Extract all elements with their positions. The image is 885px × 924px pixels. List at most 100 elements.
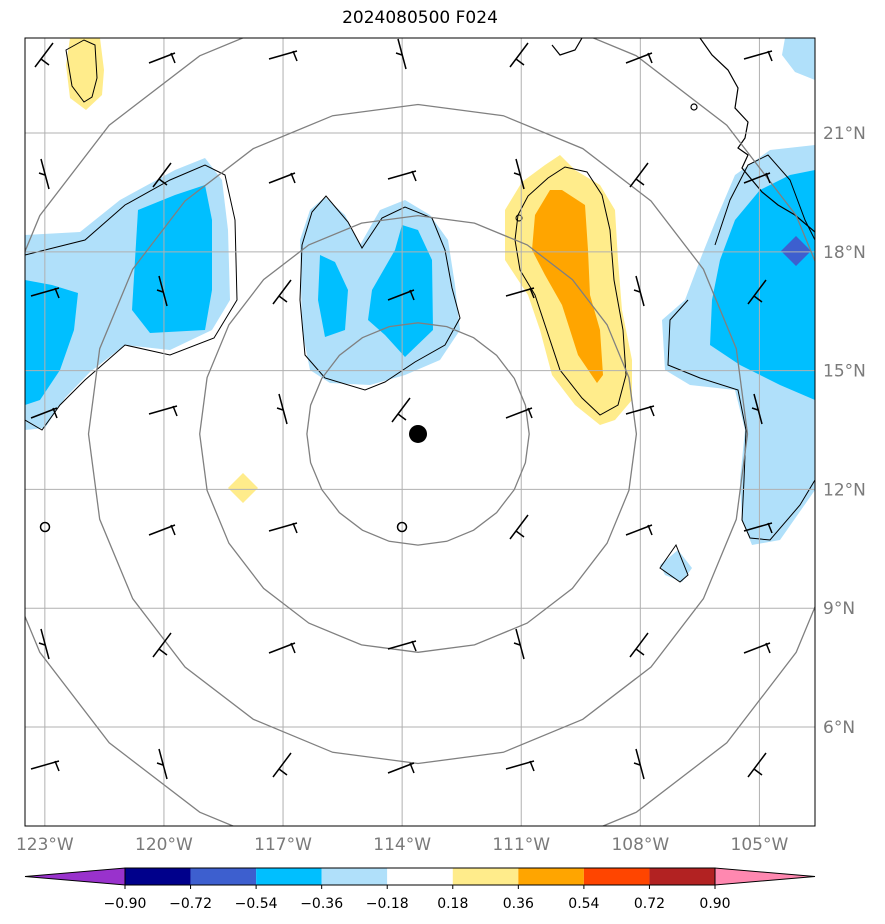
wind-barb	[148, 524, 176, 536]
wind-barb	[272, 752, 292, 778]
wind-barb	[387, 170, 417, 182]
lat-label-5: 6°N	[823, 718, 855, 738]
anomaly-region-west-core-a	[132, 185, 212, 333]
colorbar-bin	[321, 868, 388, 885]
anomaly-region-center-core-a	[318, 255, 348, 337]
lat-label-0: 21°N	[823, 124, 866, 144]
storm-center-marker	[409, 424, 428, 443]
coastline-baja	[551, 38, 583, 56]
wind-barb	[395, 38, 407, 70]
wind-barb	[396, 521, 408, 533]
contour-east-pos	[514, 166, 627, 416]
latitude-labels: 21°N 18°N 15°N 12°N 9°N 6°N	[823, 124, 866, 738]
wind-barb	[152, 632, 172, 658]
wind-barb	[513, 628, 525, 660]
colorbar-bin	[452, 868, 519, 885]
colorbar-frame	[124, 867, 716, 886]
lon-label-1: 120°W	[135, 835, 193, 855]
wind-barb	[625, 405, 655, 417]
colorbar-min-extension	[24, 867, 126, 886]
range-rings	[25, 38, 815, 826]
wind-barb	[629, 162, 649, 188]
wind-barb	[156, 748, 168, 780]
wind-barb	[148, 405, 178, 417]
wind-barb	[268, 172, 296, 184]
wind-barb	[633, 748, 645, 780]
colorbar-label-8: 0.72	[634, 896, 665, 912]
colorbar-label-5: 0.18	[437, 896, 468, 912]
anomaly-region-east-orange	[532, 190, 603, 383]
lon-label-3: 114°W	[373, 835, 431, 855]
wind-barb	[751, 393, 763, 425]
colorbar: −0.90 −0.72 −0.54 −0.36 −0.18 0.18 0.36 0.54 0.7…	[24, 867, 816, 912]
wind-barb	[505, 287, 535, 299]
anomaly-region-small-yellow	[228, 473, 258, 503]
wind-barb	[391, 397, 411, 423]
lon-label-5: 108°W	[611, 835, 669, 855]
anomaly-region-east-strong	[781, 236, 811, 266]
anomaly-region-small-patch	[660, 550, 692, 582]
wind-barb	[633, 275, 645, 307]
colorbar-bin	[518, 868, 584, 885]
wind-barb	[38, 158, 50, 190]
wind-barb	[743, 642, 771, 654]
map-frame	[24, 37, 816, 827]
wind-barb	[272, 279, 292, 305]
wind-barb	[30, 287, 60, 299]
island-revillagigedo	[690, 103, 698, 111]
lon-label-6: 105°W	[731, 835, 789, 855]
contour-north-pos	[65, 39, 98, 103]
colorbar-bin	[583, 868, 650, 885]
range-ring-2	[199, 214, 638, 653]
colorbar-label-1: −0.72	[169, 896, 212, 912]
wind-barb	[387, 762, 415, 774]
wind-barb	[268, 642, 296, 654]
wind-barb	[513, 158, 525, 190]
wind-barb	[505, 407, 533, 419]
wind-barb	[38, 628, 50, 660]
wind-barb	[509, 42, 529, 68]
colorbar-label-2: −0.54	[235, 896, 278, 912]
wind-barb	[625, 524, 653, 536]
colorbar-bin	[190, 868, 257, 885]
lon-label-2: 117°W	[254, 835, 312, 855]
colorbar-label-7: 0.54	[568, 896, 599, 912]
wind-barb	[505, 760, 535, 772]
wind-barb	[509, 514, 529, 540]
wind-barb	[148, 52, 176, 64]
coastline-layer	[551, 38, 815, 233]
wind-barb	[743, 50, 773, 62]
wind-barb	[387, 289, 415, 301]
lat-label-1: 18°N	[823, 243, 866, 263]
colorbar-label-9: 0.90	[699, 896, 730, 912]
wind-barb	[743, 522, 773, 534]
gridlines	[25, 38, 815, 826]
wind-barb	[156, 275, 168, 307]
colorbar-bin	[387, 868, 453, 885]
colorbar-label-6: 0.36	[503, 896, 534, 912]
lon-label-0: 123°W	[16, 835, 74, 855]
wind-barb	[747, 279, 767, 305]
wind-barb	[34, 42, 54, 68]
lat-label-3: 12°N	[823, 480, 866, 500]
wind-barb	[152, 162, 172, 188]
wind-barb	[276, 393, 288, 425]
anomaly-region-ne-corner	[782, 38, 815, 80]
map-title: 2024080500 F024	[342, 8, 498, 28]
coastline-mexico	[699, 38, 815, 233]
wind-barb	[30, 407, 58, 419]
wind-barb	[39, 521, 51, 533]
wind-barb	[747, 752, 767, 778]
anomaly-region-north-yellow	[66, 38, 104, 110]
longitude-labels: 123°W 120°W 117°W 114°W 111°W 108°W 105°W	[16, 835, 789, 855]
range-ring-1	[306, 322, 530, 546]
colorbar-max-extension	[714, 867, 816, 886]
lat-label-4: 9°N	[823, 599, 855, 619]
wind-barb	[268, 522, 298, 534]
colorbar-bin	[125, 868, 191, 885]
anomaly-region-center-core-b	[368, 225, 433, 357]
wind-barb	[30, 760, 60, 772]
lat-label-2: 15°N	[823, 362, 866, 382]
wind-barbs	[30, 38, 773, 780]
